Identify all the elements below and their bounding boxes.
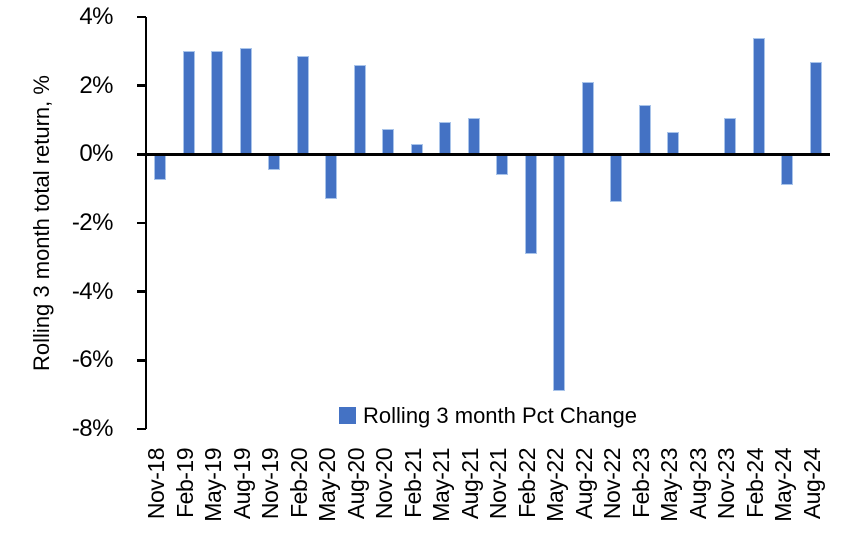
x-tick-label: Feb-21	[399, 448, 426, 518]
x-tick-label: May-24	[770, 448, 797, 522]
y-tick-mark	[137, 290, 146, 293]
y-axis-line	[144, 17, 147, 429]
bar-Nov-20	[382, 128, 395, 155]
x-tick-label: Nov-23	[713, 448, 740, 520]
legend-label: Rolling 3 month Pct Change	[363, 402, 637, 428]
y-tick-mark	[137, 359, 146, 362]
y-tick-mark	[137, 427, 146, 431]
y-tick-label: -4%	[71, 277, 114, 305]
y-tick-label: -2%	[71, 209, 114, 236]
y-tick-label: -6%	[71, 346, 114, 374]
bar-Nov-22	[610, 154, 623, 203]
bar-Nov-21	[496, 154, 509, 175]
x-tick-label: May-22	[542, 448, 569, 522]
x-tick-label: Aug-24	[798, 448, 825, 520]
y-tick-label: -8%	[71, 415, 114, 442]
bar-May-23	[667, 132, 680, 155]
bar-Feb-19	[182, 51, 195, 155]
y-tick-label: 0%	[79, 140, 113, 168]
y-tick-label: 2%	[79, 71, 113, 99]
legend-color-swatch-icon	[339, 407, 357, 424]
x-tick-label: Nov-20	[371, 448, 398, 520]
x-tick-label: Aug-21	[456, 448, 483, 520]
x-tick-label: Aug-23	[684, 448, 711, 520]
x-tick-label: Nov-22	[599, 448, 626, 520]
x-tick-label: May-20	[314, 448, 341, 522]
bar-Feb-22	[524, 154, 537, 254]
y-tick-mark	[137, 15, 146, 19]
bar-Aug-21	[467, 118, 480, 155]
bar-Aug-22	[581, 82, 594, 155]
x-tick-label: Aug-20	[342, 448, 369, 520]
x-tick-label: Nov-19	[257, 448, 284, 520]
x-tick-label: Aug-22	[570, 448, 597, 520]
bar-May-21	[439, 121, 452, 155]
bar-Aug-19	[239, 47, 252, 155]
x-axis-zero-line	[146, 153, 830, 156]
bar-Nov-18	[154, 154, 167, 181]
x-tick-label: Feb-22	[513, 448, 540, 518]
x-tick-label: Aug-19	[228, 448, 255, 520]
x-tick-label: May-21	[428, 448, 455, 522]
bar-Aug-20	[353, 65, 366, 155]
x-tick-label: Feb-23	[627, 448, 654, 518]
bar-Feb-24	[752, 37, 765, 155]
bar-Feb-23	[638, 104, 651, 155]
x-tick-label: Feb-20	[285, 448, 312, 518]
x-tick-label: Feb-19	[171, 448, 198, 518]
bar-May-24	[781, 154, 794, 186]
y-tick-mark	[137, 153, 146, 156]
y-tick-label: 4%	[79, 3, 113, 30]
bar-Feb-20	[296, 56, 309, 155]
y-tick-mark	[137, 221, 146, 225]
x-tick-label: May-19	[200, 448, 227, 522]
x-tick-label: Nov-18	[143, 448, 170, 520]
x-tick-label: May-23	[656, 448, 683, 522]
y-tick-mark	[137, 84, 146, 87]
bar-Nov-19	[268, 154, 281, 170]
bar-Aug-24	[809, 61, 822, 155]
legend: Rolling 3 month Pct Change	[146, 400, 830, 431]
x-tick-label: Nov-21	[485, 448, 512, 520]
bar-Nov-23	[724, 118, 737, 155]
bar-May-22	[553, 154, 566, 392]
x-tick-label: Feb-24	[741, 448, 768, 518]
bar-May-19	[211, 51, 224, 155]
bar-May-20	[325, 154, 338, 199]
